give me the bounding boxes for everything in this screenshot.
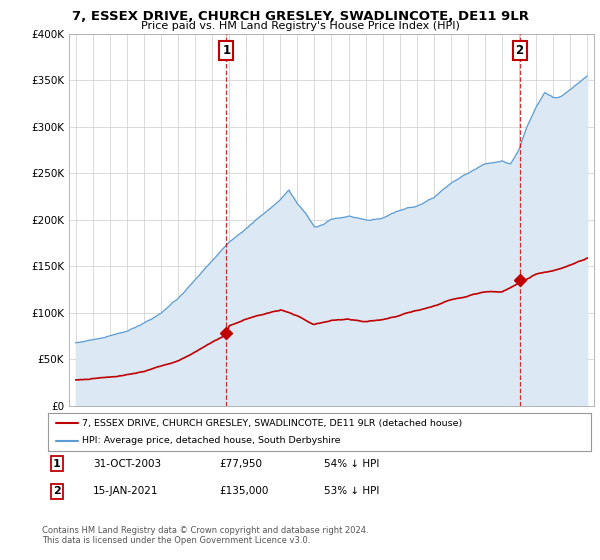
Text: Contains HM Land Registry data © Crown copyright and database right 2024.: Contains HM Land Registry data © Crown c… (42, 526, 368, 535)
Text: 31-OCT-2003: 31-OCT-2003 (93, 459, 161, 469)
Text: This data is licensed under the Open Government Licence v3.0.: This data is licensed under the Open Gov… (42, 536, 310, 545)
Text: £135,000: £135,000 (219, 486, 268, 496)
Text: 54% ↓ HPI: 54% ↓ HPI (324, 459, 379, 469)
Text: 2: 2 (53, 486, 61, 496)
Text: 7, ESSEX DRIVE, CHURCH GRESLEY, SWADLINCOTE, DE11 9LR (detached house): 7, ESSEX DRIVE, CHURCH GRESLEY, SWADLINC… (82, 418, 462, 427)
Text: 1: 1 (53, 459, 61, 469)
Text: 2: 2 (515, 44, 524, 57)
Text: £77,950: £77,950 (219, 459, 262, 469)
Text: 15-JAN-2021: 15-JAN-2021 (93, 486, 158, 496)
Text: 1: 1 (222, 44, 230, 57)
Text: Price paid vs. HM Land Registry's House Price Index (HPI): Price paid vs. HM Land Registry's House … (140, 21, 460, 31)
Text: 53% ↓ HPI: 53% ↓ HPI (324, 486, 379, 496)
Text: HPI: Average price, detached house, South Derbyshire: HPI: Average price, detached house, Sout… (82, 436, 340, 445)
Text: 7, ESSEX DRIVE, CHURCH GRESLEY, SWADLINCOTE, DE11 9LR: 7, ESSEX DRIVE, CHURCH GRESLEY, SWADLINC… (71, 10, 529, 23)
